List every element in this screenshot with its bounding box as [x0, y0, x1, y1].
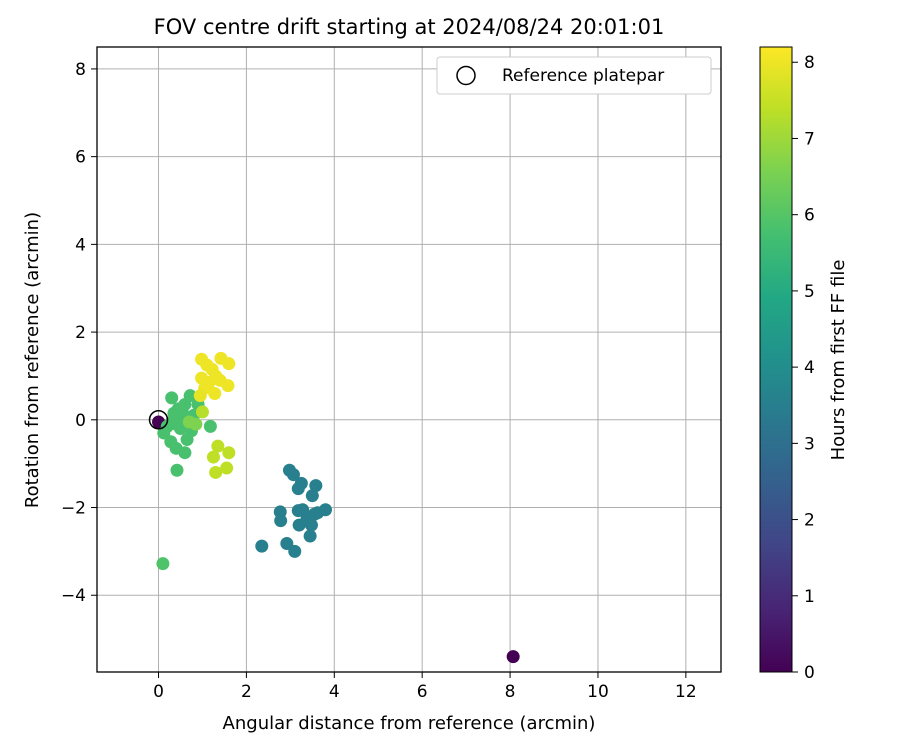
plot-area	[97, 47, 721, 672]
data-point	[319, 503, 333, 517]
data-point	[222, 446, 236, 460]
y-tick-label: −2	[61, 499, 86, 519]
chart-title: FOV centre drift starting at 2024/08/24 …	[154, 15, 665, 39]
x-tick-label: 4	[329, 682, 340, 702]
data-point	[211, 439, 225, 453]
data-point	[255, 539, 269, 553]
data-point	[170, 463, 184, 477]
colorbar-tick-label: 5	[804, 282, 815, 302]
data-point	[221, 379, 235, 393]
y-tick-label: 6	[75, 148, 86, 168]
plot-frame	[96, 46, 722, 673]
data-point	[291, 482, 305, 496]
reference-platepar-marker	[148, 410, 169, 430]
data-point	[309, 479, 323, 493]
data-point	[209, 465, 223, 479]
data-point	[206, 450, 220, 464]
colorbar-label: Hours from first FF file	[828, 260, 849, 461]
x-tick-label: 0	[153, 682, 164, 702]
colorbar-tick-label: 7	[804, 129, 815, 149]
x-tick-label: 12	[675, 682, 697, 702]
y-tick-label: 0	[75, 411, 86, 431]
data-point	[304, 518, 318, 532]
colorbar-tick-label: 0	[804, 663, 815, 683]
data-point	[208, 386, 222, 400]
data-point	[222, 357, 236, 371]
colorbar-ticks: 0 1 2 3 4 5 6 7 8	[792, 53, 815, 683]
reference-platepar-layer	[148, 410, 169, 430]
colorbar-tick-label: 3	[804, 434, 815, 454]
legend-reference-marker	[456, 65, 476, 86]
y-axis-ticks: −4 −2 0 2 4 6 8	[61, 60, 97, 606]
data-point	[203, 419, 217, 433]
y-tick-label: 4	[75, 235, 86, 255]
data-point	[182, 415, 196, 429]
legend-box	[436, 56, 712, 95]
data-points	[152, 351, 520, 664]
colorbar-tick-label: 6	[804, 206, 815, 226]
data-point	[180, 433, 194, 447]
colorbar-tick-label: 8	[804, 53, 815, 73]
x-tick-label: 10	[587, 682, 609, 702]
data-point	[305, 489, 319, 503]
y-tick-label: −4	[61, 586, 86, 606]
colorbar	[759, 46, 793, 673]
data-point	[303, 529, 317, 543]
data-point	[506, 650, 520, 664]
x-tick-label: 6	[417, 682, 428, 702]
data-point	[195, 405, 209, 419]
legend: Reference platepar	[436, 56, 712, 95]
x-axis-ticks: 0 2 4 6 8 10 12	[153, 672, 697, 702]
data-point	[292, 518, 306, 532]
y-tick-label: 2	[75, 323, 86, 343]
data-point	[178, 446, 192, 460]
grid-lines	[97, 47, 721, 672]
data-point	[288, 544, 302, 558]
data-point	[220, 461, 234, 475]
colorbar-tick-label: 4	[804, 358, 815, 378]
data-point	[280, 536, 294, 550]
x-axis-label: Angular distance from reference (arcmin)	[223, 713, 596, 734]
y-axis-label: Rotation from reference (arcmin)	[22, 212, 43, 508]
data-point	[286, 468, 300, 482]
data-point	[165, 391, 179, 405]
data-point	[157, 426, 171, 440]
data-point	[156, 557, 170, 571]
colorbar-tick-label: 1	[804, 587, 815, 607]
data-point	[183, 389, 197, 403]
data-point	[274, 514, 288, 528]
y-tick-label: 8	[75, 60, 86, 80]
legend-label: Reference platepar	[502, 66, 664, 86]
colorbar-tick-label: 2	[804, 511, 815, 531]
x-tick-label: 2	[241, 682, 252, 702]
data-point	[193, 389, 207, 403]
x-tick-label: 8	[505, 682, 516, 702]
